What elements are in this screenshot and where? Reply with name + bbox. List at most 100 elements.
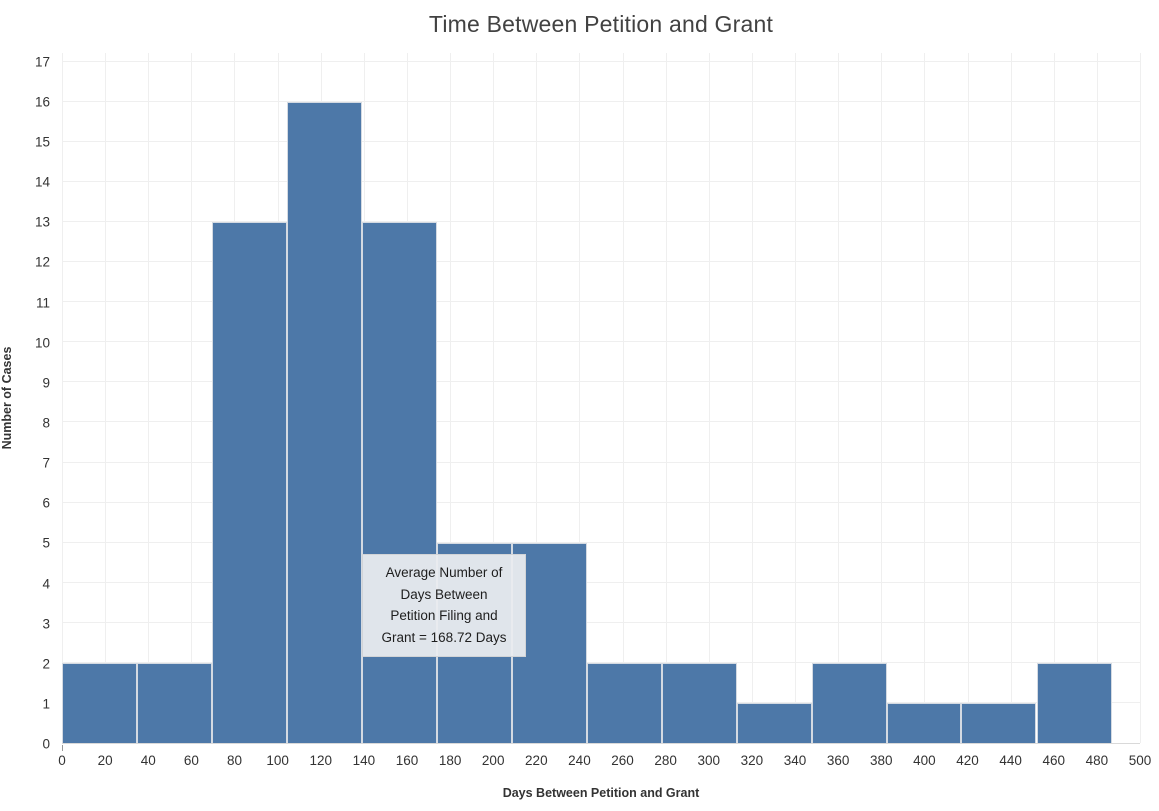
v-gridline (838, 53, 840, 743)
x-tick-label: 240 (568, 753, 591, 768)
histogram-bar (62, 662, 138, 743)
y-tick-label: 0 (42, 736, 50, 752)
histogram-bar (361, 222, 437, 743)
x-tick-label: 200 (481, 753, 505, 768)
v-gridline (795, 53, 797, 743)
v-gridline (191, 53, 193, 743)
y-axis-ticks: 0 1 2 3 4 5 6 7 8 9 10 11 12 13 14 15 16 17 (0, 53, 54, 751)
histogram-bar (811, 662, 887, 743)
x-tick-label: 180 (438, 753, 462, 768)
x-tick-label: 280 (654, 753, 677, 768)
x-axis-title: Days Between Petition and Grant (502, 786, 700, 800)
y-tick-label: 8 (42, 415, 50, 431)
x-tick-label: 140 (352, 753, 376, 768)
v-gridline (708, 53, 710, 743)
x-tick-label: 40 (140, 753, 156, 768)
x-tick-label: 380 (870, 753, 893, 768)
x-tick-label: 460 (1042, 753, 1066, 768)
x-axis-ticks: 0 20 40 60 80 100 120 140 160 180 200 220 240 260 280 3… (58, 753, 1151, 771)
v-gridline (881, 53, 883, 743)
v-gridline (751, 53, 753, 743)
histogram-bar (286, 101, 362, 743)
x-tick-label: 440 (999, 753, 1022, 768)
x-tick-label: 300 (697, 753, 721, 768)
x-tick-label: 20 (97, 753, 113, 768)
x-tick-label: 360 (826, 753, 850, 768)
h-gridline (62, 301, 1140, 303)
h-gridline (62, 501, 1140, 503)
v-gridline (105, 53, 107, 743)
y-tick-label: 14 (34, 174, 50, 190)
v-gridline (967, 53, 969, 743)
x-tick-label: 400 (913, 753, 936, 768)
histogram-bar (736, 702, 812, 743)
v-gridline (665, 53, 667, 743)
x-tick-label: 500 (1128, 753, 1152, 768)
v-gridline (536, 53, 538, 743)
h-gridline (62, 100, 1140, 102)
histogram-bar (211, 222, 287, 743)
annotation-line-1: Average Number of (385, 565, 503, 580)
v-gridline (622, 53, 624, 743)
chart-title: Time Between Petition and Grant (428, 11, 774, 37)
v-gridline (579, 53, 581, 743)
x-tick-label: 320 (740, 753, 764, 768)
x-tick-label: 260 (611, 753, 634, 768)
annotation-line-3: Petition Filing and (390, 608, 498, 623)
h-gridline (62, 261, 1140, 263)
x-tick-label: 340 (783, 753, 807, 768)
v-gridline (493, 53, 495, 743)
y-tick-label: 11 (35, 295, 50, 311)
y-tick-label: 15 (34, 134, 50, 150)
x-tick-label: 480 (1085, 753, 1109, 768)
h-gridline (62, 541, 1140, 543)
x-tick-label: 80 (226, 753, 242, 768)
y-tick-label: 12 (34, 254, 50, 270)
v-gridline (450, 53, 452, 743)
v-gridline (1140, 53, 1141, 743)
y-tick-label: 16 (34, 94, 50, 110)
annotation-line-2: Days Between (400, 586, 488, 602)
h-gridline (62, 60, 1140, 62)
histogram-bar (586, 662, 662, 743)
plot-area: Average Number of Days Between Petition … (62, 53, 1141, 744)
average-annotation: Average Number of Days Between Petition … (362, 554, 526, 657)
v-gridline (62, 53, 63, 743)
x-tick-label: 220 (525, 753, 548, 768)
y-tick-label: 17 (34, 54, 50, 70)
h-gridline (62, 421, 1140, 423)
h-gridline (62, 341, 1140, 343)
histogram-bar (137, 662, 212, 743)
v-gridline (148, 53, 150, 743)
histogram-bar (1036, 662, 1112, 743)
h-gridline (62, 221, 1140, 223)
annotation-line-4: Grant = 168.72 Days (381, 629, 507, 645)
y-tick-label: 9 (42, 375, 50, 391)
histogram-bar (886, 702, 962, 743)
h-gridline (62, 181, 1140, 183)
y-axis-title: Number of Cases (0, 346, 14, 450)
y-tick-label: 13 (34, 214, 50, 230)
y-tick-label: 3 (42, 616, 50, 632)
histogram-bar (661, 662, 737, 743)
x-tick-label: 60 (183, 753, 199, 768)
y-tick-label: 7 (42, 455, 50, 471)
x-tick-label: 0 (58, 753, 66, 768)
h-gridline (62, 381, 1140, 383)
y-tick-label: 5 (42, 535, 50, 551)
x-tick-label: 120 (309, 753, 332, 768)
h-gridline (62, 581, 1140, 583)
h-gridline (62, 621, 1140, 623)
x-tick-label: 420 (956, 753, 979, 768)
h-gridline (62, 461, 1140, 463)
v-gridline (1010, 53, 1012, 743)
v-gridline (1096, 53, 1098, 743)
histogram-bar (961, 702, 1037, 743)
y-tick-label: 4 (42, 576, 50, 591)
y-tick-label: 10 (34, 335, 50, 351)
h-gridline (62, 661, 1140, 663)
y-tick-label: 2 (42, 656, 50, 672)
x-tick-label: 160 (395, 753, 419, 768)
v-gridline (1053, 53, 1055, 743)
